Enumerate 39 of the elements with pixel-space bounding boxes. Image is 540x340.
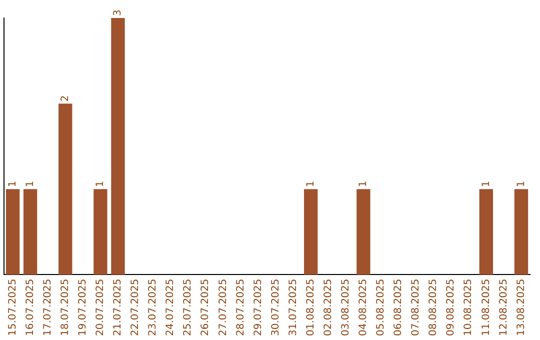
data-label: 1	[480, 180, 492, 188]
data-label: 1	[95, 180, 106, 188]
x-tick-label: 05.08.2025	[376, 278, 387, 336]
x-tick-label: 03.08.2025	[340, 278, 352, 336]
data-label: 1	[24, 180, 36, 188]
x-tick-label: 26.07.2025	[200, 278, 212, 336]
x-tick-label: 12.08.2025	[498, 278, 510, 336]
x-tick-label: 10.08.2025	[463, 278, 474, 336]
data-label: 1	[7, 180, 18, 188]
data-label: 1	[516, 180, 527, 188]
x-tick-label: 13.08.2025	[516, 278, 527, 336]
data-label: 3	[112, 10, 124, 16]
x-tick-label: 28.07.2025	[235, 278, 246, 336]
x-tick-label: 30.07.2025	[270, 278, 282, 336]
x-tick-label: 20.07.2025	[95, 278, 106, 336]
x-tick-label: 18.07.2025	[60, 278, 71, 336]
x-tick-label: 06.08.2025	[393, 278, 404, 336]
x-tick-label: 09.08.2025	[446, 278, 457, 336]
x-tick-label: 07.08.2025	[410, 278, 422, 336]
data-label: 1	[358, 180, 370, 188]
x-tick-label: 15.07.2025	[7, 278, 18, 336]
x-tick-label: 31.07.2025	[288, 278, 299, 336]
x-tick-label: 08.08.2025	[428, 278, 440, 336]
x-tick-label: 19.07.2025	[77, 278, 88, 336]
x-tick-label: 21.07.2025	[112, 278, 124, 336]
x-tick-label: 23.07.2025	[148, 278, 159, 336]
x-tick-label: 11.08.2025	[480, 278, 492, 336]
x-tick-label: 16.07.2025	[24, 278, 36, 336]
x-tick-label: 27.07.2025	[218, 278, 229, 336]
data-label: 1	[305, 180, 316, 188]
x-tick-label: 02.08.2025	[322, 278, 334, 336]
x-tick-label: 22.07.2025	[130, 278, 142, 336]
x-tick-label: 29.07.2025	[252, 278, 264, 336]
x-tick-label: 17.07.2025	[42, 278, 54, 336]
x-tick-label: 24.07.2025	[165, 278, 176, 336]
x-tick-label: 25.07.2025	[182, 278, 194, 336]
x-tick-label: 04.08.2025	[358, 278, 370, 336]
x-tick-label: 01.08.2025	[305, 278, 316, 336]
data-label: 2	[60, 95, 71, 102]
